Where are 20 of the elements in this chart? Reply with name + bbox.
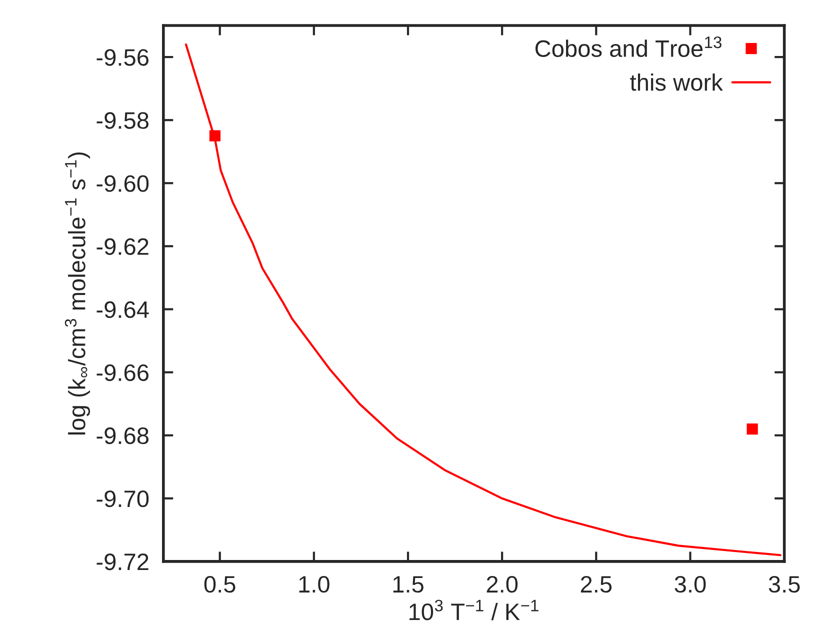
x-tick-label: 2.5 [580,576,612,593]
y-tick-label: -9.62 [96,238,148,255]
legend-label: Cobos and Troe$^{13}$ [535,36,722,57]
x-tick-label: 1.5 [393,576,424,593]
y-tick-label: -9.64 [96,301,149,318]
y-tick-label: -9.56 [96,49,148,66]
x-tick-label: 3.5 [768,576,800,593]
text: log (k$_{∞}$/cm$^{3}$ molecule$^{−1}$ s$^{−1}$) [64,152,90,434]
x-axis-title: 10$^{3}$ T$^{−1}$ / K$^{−1}$ [410,600,538,620]
y-tick-label: -9.70 [96,490,149,508]
x-tick-label: 1.0 [299,576,330,593]
x-tick-label: 2.0 [486,576,518,593]
y-tick-label: -9.72 [96,554,148,570]
x-tick-label: 0.5 [204,576,236,593]
y-tick-label: -9.68 [96,427,148,444]
y-tick-label: -9.66 [96,364,148,382]
y-tick-label: -9.58 [96,112,148,129]
x-tick-label: 3.0 [674,576,706,593]
y-tick-label: -9.60 [96,175,149,192]
legend-label: this work [630,74,723,91]
